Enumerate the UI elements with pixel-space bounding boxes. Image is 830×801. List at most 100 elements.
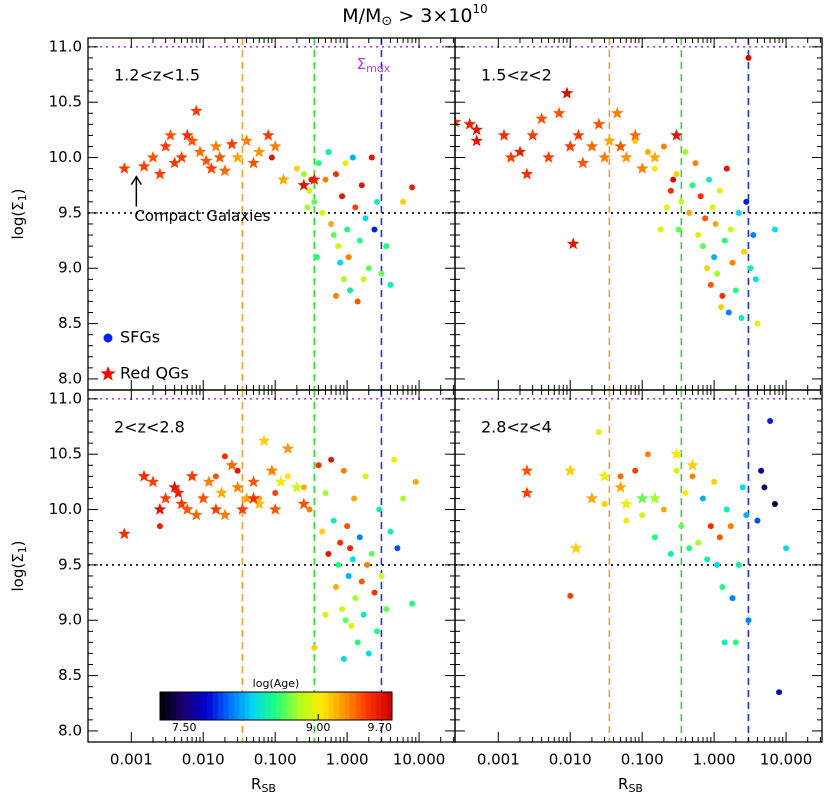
colorbar-cell <box>386 692 393 720</box>
colorbar-cell <box>286 692 293 720</box>
quiescent-galaxy <box>159 492 172 504</box>
star-forming-galaxy <box>365 265 372 272</box>
panel-label: 1.5<z<2 <box>481 66 552 85</box>
y-tick-label: 8.0 <box>58 369 82 387</box>
quiescent-galaxy <box>240 134 253 147</box>
star-forming-galaxy <box>315 462 322 469</box>
colorbar-cell <box>339 692 346 720</box>
star-forming-galaxy <box>723 506 730 513</box>
star-forming-galaxy <box>339 193 346 200</box>
colorbar-cell <box>175 692 182 720</box>
quiescent-galaxy <box>209 503 223 515</box>
y-tick-label: 11.0 <box>49 37 82 55</box>
panel-label: 2.8<z<4 <box>481 418 552 437</box>
y-tick-label: 10.5 <box>49 93 82 111</box>
star-forming-galaxy <box>212 473 219 480</box>
quiescent-galaxy <box>670 447 683 460</box>
star-forming-galaxy <box>699 495 706 502</box>
y-tick-label: 8.5 <box>58 666 82 684</box>
quiescent-galaxy <box>463 117 476 130</box>
quiescent-galaxy <box>253 497 266 510</box>
star-forming-galaxy <box>319 528 326 535</box>
star-forming-galaxy <box>371 589 378 596</box>
star-forming-galaxy <box>342 617 349 624</box>
star-forming-galaxy <box>738 315 745 322</box>
star-forming-galaxy <box>400 495 407 502</box>
star-forming-galaxy <box>660 143 667 150</box>
colorbar-cell <box>244 692 251 720</box>
star-forming-galaxy <box>721 237 728 244</box>
quiescent-galaxy <box>620 151 633 163</box>
star-forming-galaxy <box>362 473 369 480</box>
panel-label: 2<z<2.8 <box>114 418 185 437</box>
star-forming-galaxy <box>714 270 721 277</box>
legend-label: SFGs <box>120 328 160 347</box>
y-axis-label-end: ) <box>9 188 27 194</box>
star-forming-galaxy <box>754 320 761 327</box>
colorbar-cell <box>186 692 193 720</box>
quiescent-galaxy <box>202 475 216 488</box>
star-forming-galaxy <box>400 198 407 205</box>
x-tick-label: 0.010 <box>182 751 225 769</box>
star-forming-galaxy <box>322 489 329 496</box>
star-forming-galaxy <box>725 309 732 316</box>
colorbar-cell <box>323 692 330 720</box>
figure-title: M/M⊙ > 3×1010 <box>342 2 488 29</box>
star-forming-galaxy <box>678 198 685 205</box>
panel: 0.001 0.010 0.100 1.000 10.000 2.8<z<4 RSB <box>454 389 823 796</box>
panel: 1.5<z<2 <box>454 37 823 391</box>
colorbar-cell <box>360 692 367 720</box>
star-forming-galaxy <box>689 182 696 189</box>
quiescent-galaxy <box>172 486 185 499</box>
legend-label: Red QGs <box>120 364 189 383</box>
quiescent-galaxy <box>137 159 151 172</box>
star-forming-galaxy <box>667 187 674 194</box>
quiescent-galaxy <box>168 156 181 169</box>
star-forming-galaxy <box>686 209 693 216</box>
star-forming-galaxy <box>682 489 689 496</box>
quiescent-galaxy <box>592 117 606 130</box>
colorbar-cell <box>212 692 219 720</box>
star-forming-galaxy <box>387 281 394 288</box>
star-forming-galaxy <box>371 226 378 233</box>
quiescent-galaxy <box>236 503 249 515</box>
quiescent-galaxy <box>614 480 627 493</box>
colorbar-cell <box>160 692 166 720</box>
quiescent-galaxy <box>231 480 244 493</box>
arrow-label: Compact Galaxies <box>134 207 270 225</box>
panel: 8.0 8.5 9.0 9.5 10.0 10.5 11.0 1.2<z<1.5 log(Σ1)… <box>9 37 456 391</box>
quiescent-galaxy <box>526 128 539 141</box>
star-forming-galaxy <box>721 639 728 646</box>
colorbar-cell <box>318 692 324 720</box>
quiescent-galaxy <box>560 86 574 99</box>
star-forming-galaxy <box>306 187 313 194</box>
plot-area <box>455 38 822 390</box>
colorbar-cell <box>196 692 203 720</box>
star-forming-galaxy <box>697 193 704 200</box>
x-axis-label: RSB <box>618 775 643 796</box>
star-forming-galaxy <box>752 276 759 283</box>
x-tick-label: 0.010 <box>549 751 592 769</box>
mdx-sub: mdx <box>366 62 391 75</box>
star-forming-galaxy <box>378 572 385 579</box>
star-forming-galaxy <box>394 545 401 552</box>
quiescent-galaxy <box>542 151 555 163</box>
y-axis-label: log(Σ1) <box>9 540 30 591</box>
colorbar-cell <box>281 692 288 720</box>
quiescent-galaxy <box>564 464 577 477</box>
quiescent-galaxy <box>193 145 207 158</box>
star-forming-galaxy <box>330 517 337 524</box>
star-forming-galaxy <box>328 220 335 227</box>
star-forming-galaxy <box>315 160 322 167</box>
y-tick-label: 10.0 <box>49 148 82 166</box>
star-forming-galaxy <box>716 534 723 541</box>
quiescent-galaxy <box>146 151 160 163</box>
star-forming-galaxy <box>325 550 332 557</box>
star-forming-galaxy <box>362 215 369 222</box>
quiescent-galaxy <box>620 497 633 510</box>
colorbar-cell <box>170 692 177 720</box>
y-tick-label: 10.0 <box>49 500 82 518</box>
star-forming-galaxy <box>368 154 375 161</box>
colorbar-cell <box>233 692 240 720</box>
quiescent-galaxy <box>686 458 699 471</box>
